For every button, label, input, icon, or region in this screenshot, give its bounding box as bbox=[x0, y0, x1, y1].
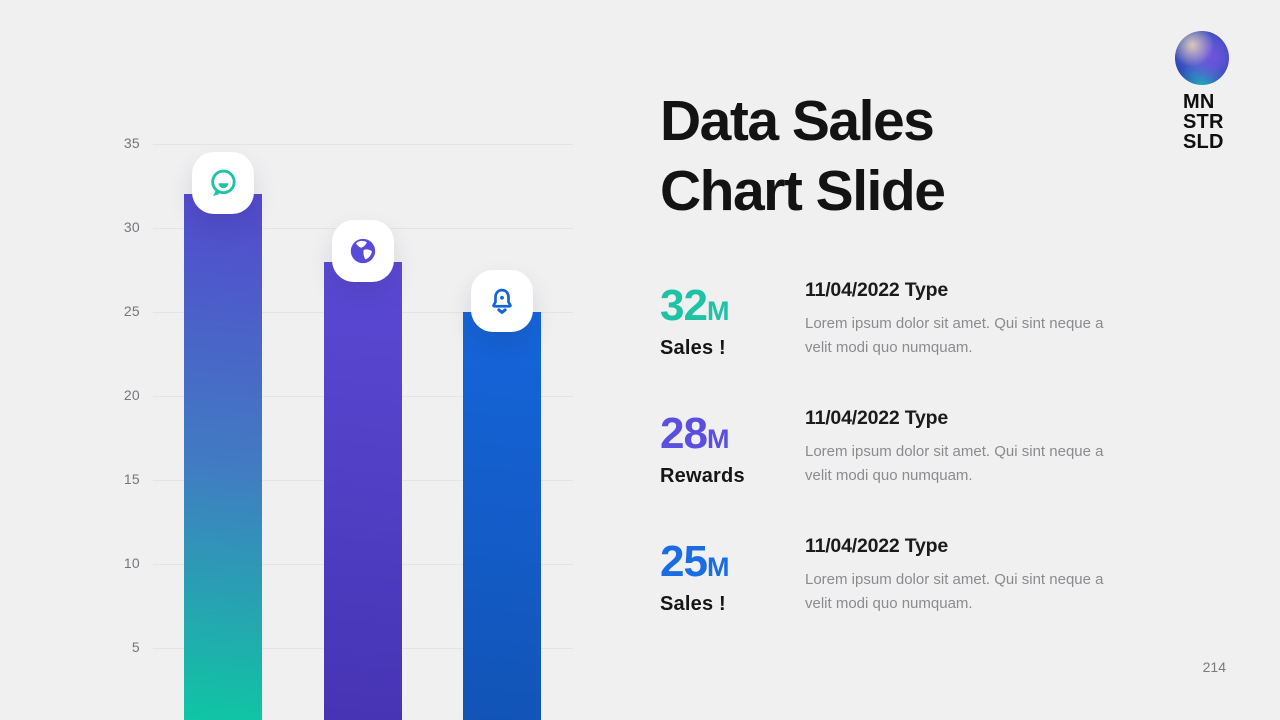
stat-row: 32M Sales ! 11/04/2022 Type Lorem ipsum … bbox=[660, 278, 1130, 360]
stat-label: Sales ! bbox=[660, 593, 726, 615]
stat-left: 32M Sales ! bbox=[660, 278, 805, 360]
stat-right: 11/04/2022 Type Lorem ipsum dolor sit am… bbox=[805, 534, 1130, 616]
brand-logo-line: STR bbox=[1183, 111, 1224, 133]
gridline bbox=[153, 144, 573, 145]
stat-right: 11/04/2022 Type Lorem ipsum dolor sit am… bbox=[805, 278, 1130, 360]
bar bbox=[463, 270, 541, 720]
stat-number: 28 bbox=[660, 409, 708, 458]
stat-number: 32 bbox=[660, 281, 708, 330]
chat-bubble-icon bbox=[211, 170, 236, 197]
stat-body: Lorem ipsum dolor sit amet. Qui sint neq… bbox=[805, 571, 1104, 612]
stat-row: 28M Rewards 11/04/2022 Type Lorem ipsum … bbox=[660, 406, 1130, 488]
slide-title-line1: Data Sales bbox=[660, 89, 935, 153]
globe-icon bbox=[350, 238, 376, 263]
slide-title-line2: Chart Slide bbox=[660, 159, 946, 223]
stat-value: 32M bbox=[660, 284, 805, 328]
bar-icon-badge bbox=[192, 152, 254, 215]
brand-logo-text: MN STR SLD bbox=[1183, 92, 1229, 152]
stat-number: 25 bbox=[660, 537, 708, 586]
stat-heading: 11/04/2022 Type bbox=[805, 407, 949, 429]
stat-suffix: M bbox=[706, 296, 729, 326]
brand-logo-line: SLD bbox=[1183, 131, 1224, 153]
slide-title: Data Sales Chart Slide bbox=[660, 86, 946, 226]
stat-body: Lorem ipsum dolor sit amet. Qui sint neq… bbox=[805, 315, 1104, 356]
y-tick-label: 35 bbox=[123, 135, 140, 151]
bell-icon bbox=[492, 288, 512, 314]
stat-value: 28M bbox=[660, 412, 805, 456]
brand-logo: MN STR SLD bbox=[1175, 31, 1229, 152]
sphere-logo-icon bbox=[1175, 31, 1229, 85]
stat-heading: 11/04/2022 Type bbox=[805, 279, 949, 301]
y-tick-label: 5 bbox=[131, 639, 140, 655]
stat-left: 28M Rewards bbox=[660, 406, 805, 488]
y-tick-label: 15 bbox=[123, 471, 140, 487]
stat-value: 25M bbox=[660, 540, 805, 584]
brand-logo-line: MN bbox=[1183, 91, 1215, 113]
stat-left: 25M Sales ! bbox=[660, 534, 805, 616]
y-tick-label: 30 bbox=[123, 219, 140, 235]
stat-row: 25M Sales ! 11/04/2022 Type Lorem ipsum … bbox=[660, 534, 1130, 616]
bar-icon-badge bbox=[332, 219, 394, 282]
stat-label: Sales ! bbox=[660, 337, 726, 359]
stat-label: Rewards bbox=[660, 465, 745, 487]
page-number: 214 bbox=[1202, 659, 1226, 675]
bar bbox=[324, 219, 402, 720]
y-tick-label: 25 bbox=[123, 303, 140, 319]
y-tick-label: 10 bbox=[123, 555, 140, 571]
bar-icon-badge bbox=[471, 270, 533, 332]
stat-right: 11/04/2022 Type Lorem ipsum dolor sit am… bbox=[805, 406, 1130, 488]
stat-heading: 11/04/2022 Type bbox=[805, 535, 949, 557]
stat-suffix: M bbox=[706, 552, 729, 582]
y-tick-label: 20 bbox=[123, 387, 140, 403]
bar bbox=[184, 152, 262, 720]
stat-body: Lorem ipsum dolor sit amet. Qui sint neq… bbox=[805, 443, 1104, 484]
stat-suffix: M bbox=[706, 424, 729, 454]
